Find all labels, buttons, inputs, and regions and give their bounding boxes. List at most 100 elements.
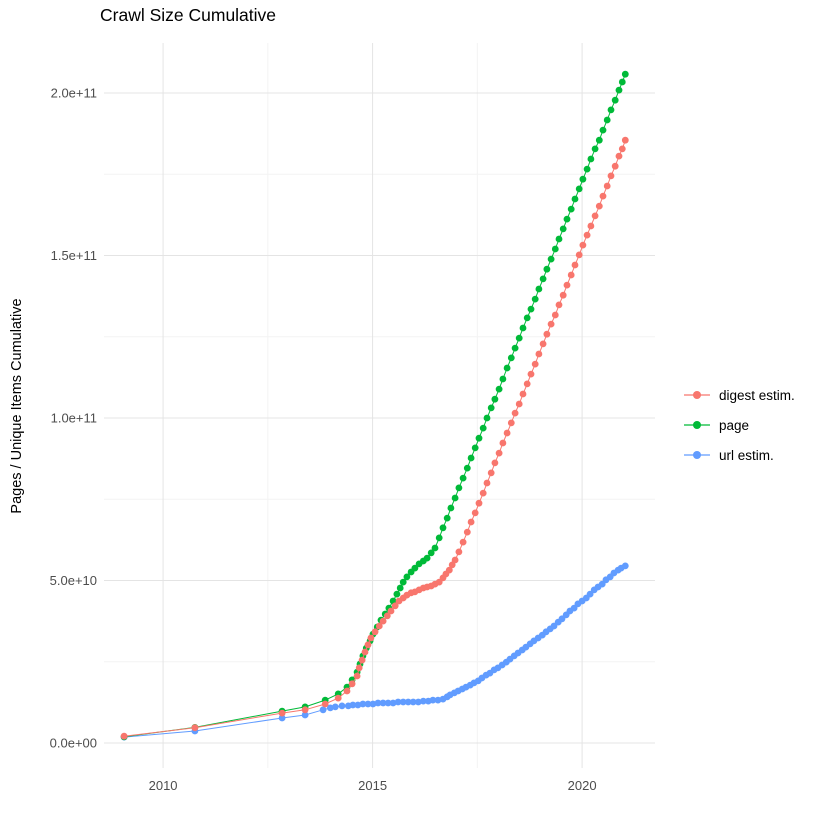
- data-point: [375, 622, 383, 630]
- data-point: [603, 116, 611, 124]
- series-line-digest-estim-: [124, 140, 626, 737]
- legend-label: url estim.: [719, 447, 774, 463]
- legend-item-url-estim-: url estim.: [682, 440, 795, 470]
- data-point: [451, 556, 459, 564]
- data-point: [404, 698, 412, 706]
- data-point: [348, 680, 356, 688]
- y-tick-label: 1.5e+11: [51, 248, 97, 263]
- legend-label: digest estim.: [719, 387, 795, 403]
- data-point: [475, 499, 483, 507]
- data-point: [435, 534, 443, 542]
- data-point: [364, 700, 372, 708]
- y-tick-label: 1.0e+11: [51, 411, 97, 426]
- data-point: [364, 641, 372, 649]
- series-line-url-estim-: [124, 565, 626, 738]
- data-point: [543, 265, 551, 273]
- data-point: [583, 165, 591, 173]
- data-point: [618, 78, 626, 86]
- data-point: [507, 419, 515, 427]
- data-point: [384, 699, 392, 707]
- data-point: [355, 664, 363, 672]
- data-point: [379, 617, 387, 625]
- data-point: [471, 444, 479, 452]
- legend-item-digest-estim-: digest estim.: [682, 380, 795, 410]
- data-point: [445, 566, 453, 574]
- data-point: [439, 524, 447, 532]
- data-point: [429, 696, 437, 704]
- data-point: [583, 231, 591, 239]
- data-point: [334, 694, 342, 702]
- data-point: [591, 212, 599, 220]
- data-point: [563, 215, 571, 223]
- data-point: [374, 699, 382, 707]
- data-point: [621, 136, 629, 144]
- legend: digest estim. page url estim.: [682, 380, 795, 470]
- legend-key-icon: [684, 451, 710, 459]
- data-point: [591, 145, 599, 153]
- data-point: [567, 205, 575, 213]
- data-point: [409, 698, 417, 706]
- x-tick-label: 2010: [149, 778, 178, 793]
- data-point: [599, 126, 607, 134]
- data-point: [615, 152, 623, 160]
- legend-label: page: [719, 417, 750, 433]
- data-point: [519, 324, 527, 332]
- data-point: [427, 549, 435, 557]
- data-point: [515, 334, 523, 342]
- data-point: [419, 697, 427, 705]
- data-point: [575, 185, 583, 193]
- data-point: [455, 484, 463, 492]
- data-point: [611, 162, 619, 170]
- data-point: [603, 182, 611, 190]
- data-point: [479, 424, 487, 432]
- data-point: [358, 656, 366, 664]
- data-point: [523, 314, 531, 322]
- data-point: [301, 706, 309, 714]
- series-line-page: [124, 74, 626, 738]
- data-point: [543, 330, 551, 338]
- data-point: [531, 360, 539, 368]
- data-point: [343, 687, 351, 695]
- data-point: [555, 235, 563, 243]
- data-point: [278, 709, 286, 717]
- data-point: [423, 554, 431, 562]
- data-point: [431, 544, 439, 552]
- data-point: [191, 724, 199, 732]
- data-point: [615, 86, 623, 94]
- data-point: [555, 301, 563, 309]
- data-point: [539, 275, 547, 283]
- data-point: [491, 459, 499, 467]
- data-point: [319, 706, 327, 714]
- data-point: [523, 380, 531, 388]
- data-point: [491, 395, 499, 403]
- data-point: [587, 222, 595, 230]
- data-point: [349, 701, 357, 709]
- data-point: [559, 225, 567, 233]
- data-point: [547, 255, 555, 263]
- data-point: [503, 429, 511, 437]
- data-point: [527, 370, 535, 378]
- data-point: [563, 281, 571, 289]
- data-point: [531, 295, 539, 303]
- data-point: [463, 528, 471, 536]
- data-point: [371, 628, 379, 636]
- data-point: [547, 320, 555, 328]
- data-point: [359, 700, 367, 708]
- data-point: [535, 285, 543, 293]
- data-point: [353, 672, 361, 680]
- data-point: [551, 245, 559, 253]
- data-point: [519, 390, 527, 398]
- data-point: [361, 648, 369, 656]
- data-point: [595, 202, 603, 210]
- legend-item-page: page: [682, 410, 795, 440]
- data-point: [599, 192, 607, 200]
- data-point: [495, 385, 503, 393]
- data-point: [399, 578, 407, 586]
- data-point: [411, 564, 419, 572]
- data-point: [120, 732, 128, 740]
- data-point: [611, 96, 619, 104]
- data-point: [278, 714, 286, 722]
- data-point: [383, 612, 391, 620]
